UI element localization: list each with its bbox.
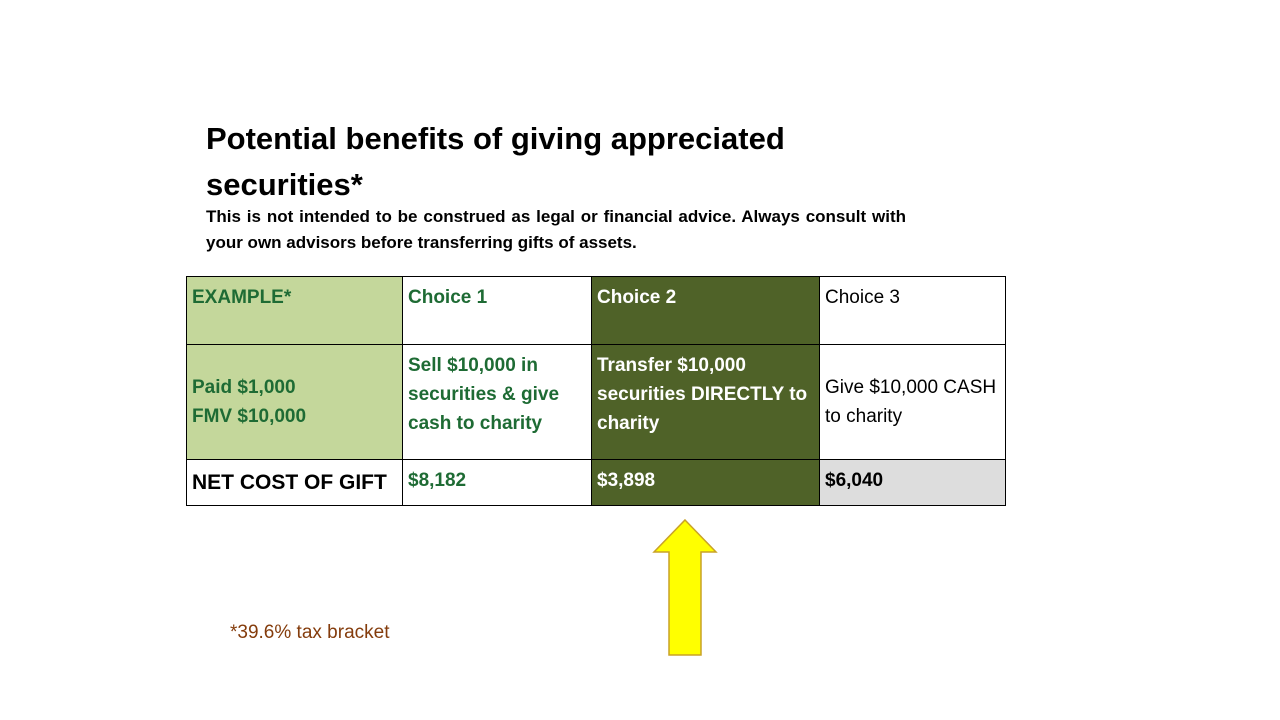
- cell-choice2-net-cost: $3,898: [591, 459, 820, 506]
- table-row-header: EXAMPLE* Choice 1 Choice 2 Choice 3: [186, 276, 1006, 345]
- cell-choice3-header: Choice 3: [819, 276, 1006, 345]
- cell-choice2-header: Choice 2: [591, 276, 820, 345]
- cell-example-scenario: Paid $1,000 FMV $10,000: [186, 344, 403, 460]
- comparison-table: EXAMPLE* Choice 1 Choice 2 Choice 3 Paid…: [186, 276, 1006, 506]
- slide-title: Potential benefits of giving appreciated…: [206, 121, 785, 202]
- footnote-text: *39.6% tax bracket: [230, 622, 390, 643]
- cell-choice1-net-cost: $8,182: [402, 459, 592, 506]
- cell-net-cost-label: NET COST OF GIFT: [186, 459, 403, 506]
- table-row-net-cost: NET COST OF GIFT $8,182 $3,898 $6,040: [186, 459, 1006, 506]
- cell-choice3-scenario: Give $10,000 CASH to charity: [819, 344, 1006, 460]
- table-row-scenario: Paid $1,000 FMV $10,000 Sell $10,000 in …: [186, 344, 1006, 460]
- cell-choice1-header: Choice 1: [402, 276, 592, 345]
- up-arrow-icon: [652, 518, 718, 656]
- cell-choice1-scenario: Sell $10,000 in securities & give cash t…: [402, 344, 592, 460]
- cell-choice3-net-cost: $6,040: [819, 459, 1006, 506]
- example-paid: Paid $1,000: [192, 377, 296, 398]
- example-fmv: FMV $10,000: [192, 406, 307, 427]
- cell-example-header: EXAMPLE*: [186, 276, 403, 345]
- cell-choice2-scenario: Transfer $10,000 securities DIRECTLY to …: [591, 344, 820, 460]
- disclaimer-text: This is not intended to be construed as …: [206, 207, 906, 252]
